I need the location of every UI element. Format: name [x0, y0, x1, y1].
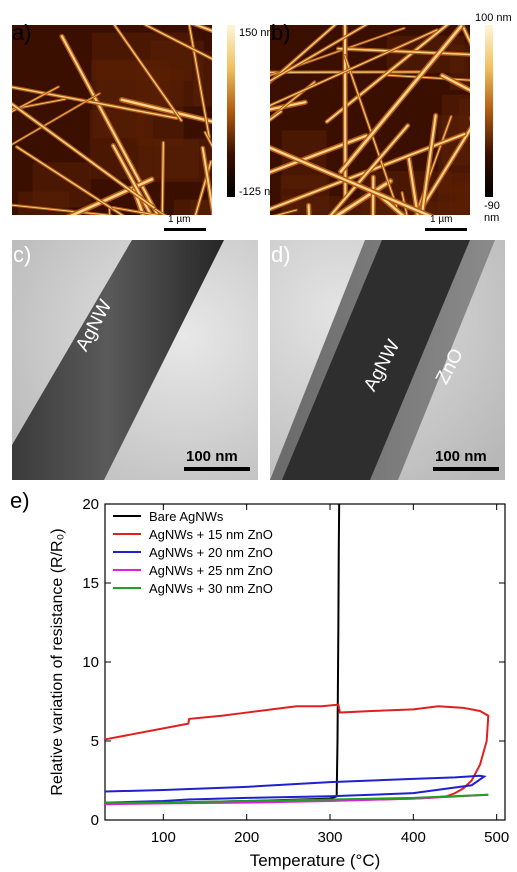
scalebar-d: [433, 467, 499, 471]
y-tick-label: 10: [82, 654, 99, 671]
colorbar-b-max: 100 nm: [475, 12, 512, 24]
panel-label-c: c): [13, 242, 32, 267]
panel-label-b: b): [271, 20, 291, 45]
y-tick-label: 0: [91, 812, 99, 829]
tem-panel-c: [12, 240, 258, 480]
scalebar-c: [184, 467, 250, 471]
series-line-2: [104, 774, 487, 804]
scalebar-c-label: 100 nm: [186, 448, 238, 465]
legend-entry-1: AgNWs + 15 nm ZnO: [149, 527, 273, 542]
afm-panel-a: [12, 25, 212, 215]
tem-panel-d: [270, 240, 505, 480]
x-tick-label: 100: [151, 829, 176, 846]
legend-entry-2: AgNWs + 20 nm ZnO: [149, 545, 273, 560]
nanowire-d: [282, 240, 470, 480]
scalebar-a: [164, 228, 206, 231]
panel-label-d: d): [271, 242, 291, 267]
colorbar-a: [227, 25, 235, 197]
scalebar-b: [425, 228, 467, 231]
legend-entry-3: AgNWs + 25 nm ZnO: [149, 563, 273, 578]
afm-image-b: [270, 25, 470, 215]
x-axis-label: Temperature (°C): [250, 851, 381, 870]
y-axis-label: Relative variation of resistance (R/R₀): [49, 528, 66, 795]
x-tick-label: 300: [317, 829, 342, 846]
legend-entry-0: Bare AgNWs: [149, 509, 224, 524]
colorbar-a-max: 150 nm: [239, 27, 276, 39]
afm-image-a: [12, 25, 212, 215]
colorbar-b-min: -90 nm: [484, 200, 500, 224]
scalebar-a-label: 1 µm: [168, 214, 191, 225]
panel-label-a: a): [12, 20, 32, 45]
x-tick-label: 200: [234, 829, 259, 846]
nanowire-c: [12, 240, 224, 480]
x-tick-label: 400: [401, 829, 426, 846]
scalebar-b-label: 1 µm: [430, 214, 453, 225]
plot-frame: [104, 503, 506, 821]
y-tick-label: 20: [82, 496, 99, 513]
panel-label-e: e): [10, 488, 30, 513]
legend-entry-4: AgNWs + 30 nm ZnO: [149, 581, 273, 596]
tem-image-c: [12, 240, 258, 480]
tem-image-d: [270, 240, 505, 480]
colorbar-b: [485, 25, 493, 197]
afm-panel-b: [270, 25, 470, 215]
y-tick-label: 15: [82, 575, 99, 592]
resistance-chart: 100 200 300 400 500 0 5 10 15 20 Temperature (°C) R…: [49, 496, 509, 870]
scalebar-d-label: 100 nm: [435, 448, 487, 465]
x-tick-label: 500: [484, 829, 509, 846]
y-tick-label: 5: [91, 733, 99, 750]
series-line-4: [105, 793, 489, 804]
colorbar-a-min: -125 nm: [239, 186, 280, 198]
